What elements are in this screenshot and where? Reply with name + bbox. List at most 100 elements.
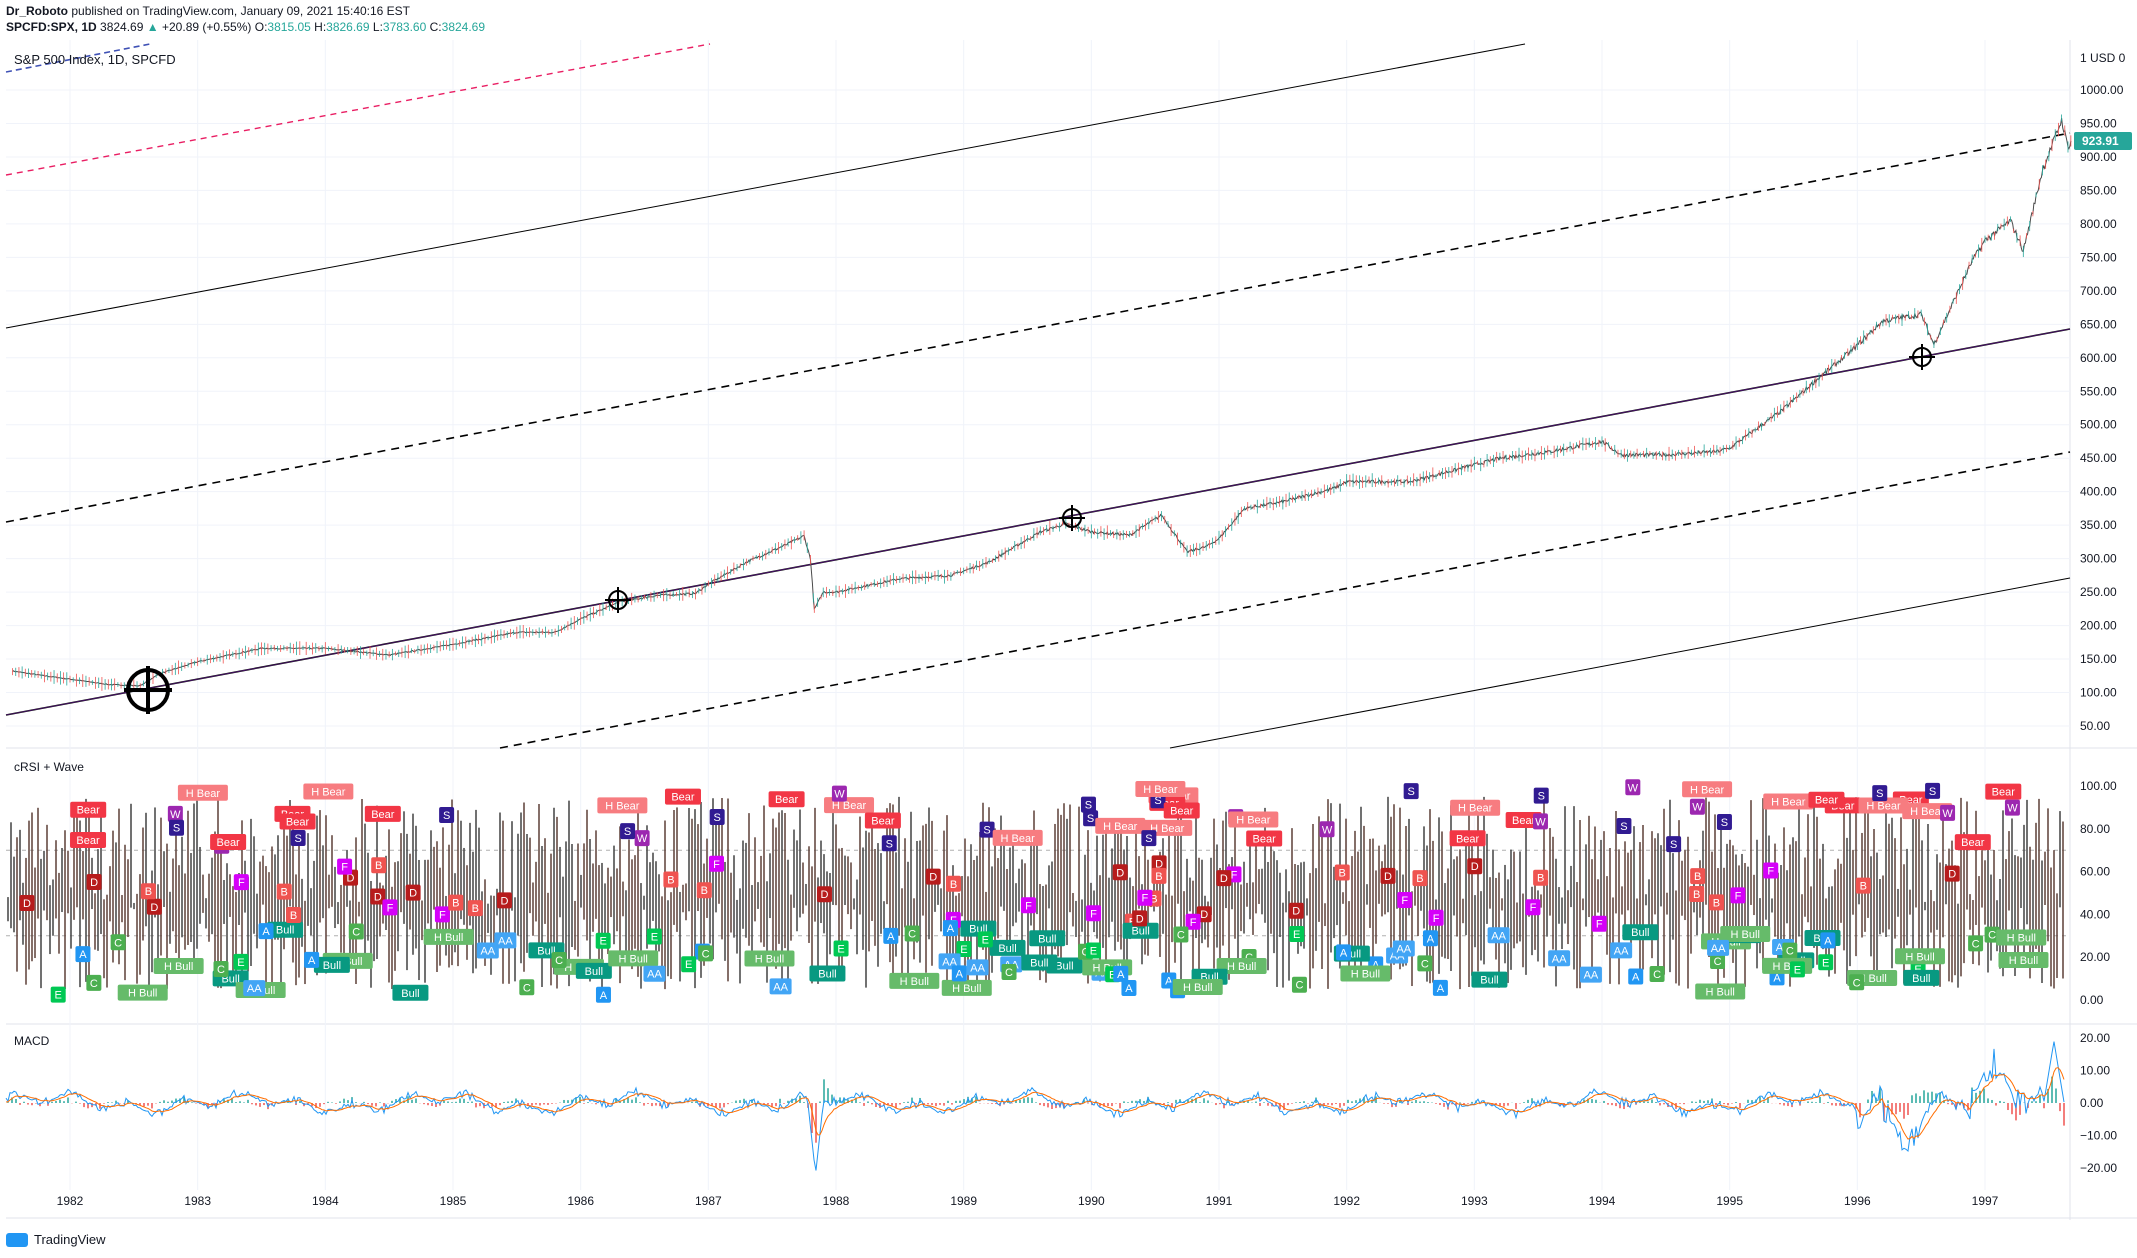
signal-tag-label: Bear bbox=[216, 837, 240, 849]
signal-tag bbox=[595, 932, 611, 949]
signal-tag bbox=[423, 928, 474, 945]
signal-tag-label: Bull bbox=[537, 945, 555, 957]
signal-tag bbox=[1228, 811, 1279, 828]
signal-tag-label: D bbox=[1116, 867, 1124, 879]
signal-tag bbox=[1532, 813, 1548, 830]
signal-tag bbox=[664, 788, 701, 805]
signal-tag bbox=[1137, 889, 1153, 906]
tradingview-brand: TradingView bbox=[34, 1232, 106, 1247]
signal-tag-label: E bbox=[651, 931, 658, 943]
signal-tag-label: Bear bbox=[775, 794, 799, 806]
signal-tag bbox=[1591, 915, 1607, 932]
signal-tag bbox=[1487, 927, 1510, 944]
signal-tag-label: B bbox=[375, 860, 382, 872]
trend-line-lower-dashed[interactable] bbox=[499, 451, 2071, 749]
signal-tag-label: H Bull bbox=[952, 983, 981, 995]
trend-line-outer-lower[interactable] bbox=[1169, 577, 2071, 749]
signal-tag bbox=[303, 783, 354, 800]
signal-tag-label: A bbox=[1437, 983, 1445, 995]
signal-tag-label: E bbox=[1109, 969, 1116, 981]
signal-tag-label: S bbox=[1154, 795, 1161, 807]
signal-tag bbox=[681, 956, 697, 973]
macd-pane-title: MACD bbox=[14, 1034, 50, 1048]
signal-tag-label: B bbox=[472, 903, 479, 915]
signal-tag bbox=[634, 830, 650, 847]
y-tick-label: 1000.00 bbox=[2080, 83, 2124, 97]
signal-tag bbox=[989, 939, 1026, 956]
signal-tag bbox=[1903, 969, 1940, 986]
x-tick-label: 1990 bbox=[1078, 1194, 1105, 1208]
signal-tag-label: A bbox=[79, 949, 87, 961]
signal-tag bbox=[889, 972, 940, 989]
signal-tag bbox=[1763, 793, 1814, 810]
x-tick-label: 1988 bbox=[823, 1194, 850, 1208]
signal-tag bbox=[337, 858, 353, 875]
signal-tag bbox=[1020, 897, 1036, 914]
signal-tag bbox=[1135, 780, 1186, 797]
signal-tag-label: Bull bbox=[323, 960, 341, 972]
signal-tag bbox=[476, 942, 499, 959]
signal-tag-label: D bbox=[1384, 871, 1392, 883]
x-tick-label: 1986 bbox=[567, 1194, 594, 1208]
symbol-label[interactable]: SPCFD:SPX, 1D bbox=[6, 20, 97, 34]
signal-tag bbox=[1789, 961, 1805, 978]
trend-line-upper-dashed[interactable] bbox=[5, 132, 2071, 523]
signal-tag bbox=[1944, 865, 1960, 882]
signal-tag-label: Bull bbox=[276, 925, 294, 937]
x-tick-label: 1996 bbox=[1844, 1194, 1871, 1208]
close-value: 3824.69 bbox=[441, 20, 486, 34]
signal-tag-label: Bear bbox=[1170, 806, 1194, 818]
signal-tag-label: H Bear bbox=[1103, 821, 1138, 833]
x-tick-label: 1995 bbox=[1716, 1194, 1743, 1208]
tradingview-logo[interactable]: TradingView bbox=[6, 1232, 106, 1247]
signal-tag bbox=[1730, 887, 1746, 904]
signal-tag bbox=[276, 883, 292, 900]
signal-tag bbox=[519, 979, 535, 996]
signal-tag bbox=[1894, 948, 1945, 965]
signal-tag-label: H Bear bbox=[1458, 803, 1493, 815]
y-tick-label: −10.00 bbox=[2080, 1129, 2117, 1143]
signal-tag-label: A bbox=[956, 968, 964, 980]
x-tick-label: 1989 bbox=[950, 1194, 977, 1208]
signal-tag-label: H Bull bbox=[128, 988, 157, 1000]
trend-line-blue-dashed[interactable] bbox=[5, 43, 151, 73]
signal-tag-label: E bbox=[237, 957, 244, 969]
signal-tag-label: C bbox=[1714, 956, 1722, 968]
signal-tag-label: AA bbox=[1396, 944, 1411, 956]
signal-tag-label: H Bear bbox=[605, 800, 640, 812]
signal-tag bbox=[709, 808, 725, 825]
y-tick-label: 300.00 bbox=[2080, 552, 2117, 566]
signal-tag-label: D bbox=[150, 902, 158, 914]
publisher-name[interactable]: Dr_Roboto bbox=[6, 4, 68, 18]
y-tick-label: 450.00 bbox=[2080, 451, 2117, 465]
signal-tag-label: A bbox=[1372, 959, 1380, 971]
signal-tag bbox=[1132, 910, 1148, 927]
signal-tag bbox=[1340, 965, 1391, 982]
signal-tag bbox=[1080, 796, 1096, 813]
signal-tag bbox=[392, 984, 429, 1001]
signal-tag-label: D bbox=[409, 888, 417, 900]
signal-tag-label: E bbox=[600, 936, 607, 948]
y-tick-label: 700.00 bbox=[2080, 284, 2117, 298]
signal-tag-label: H Bear bbox=[1143, 784, 1178, 796]
signal-tag-label: A bbox=[1632, 971, 1640, 983]
signal-tag bbox=[290, 830, 306, 847]
y-tick-label: 100.00 bbox=[2080, 779, 2117, 793]
signal-tag-label: B bbox=[1713, 897, 1720, 909]
signal-tag-label: E bbox=[982, 934, 989, 946]
signal-tag-label: H Bull bbox=[2007, 933, 2036, 945]
signal-tag bbox=[1720, 926, 1771, 943]
trend-line-outer-upper[interactable] bbox=[5, 43, 1526, 329]
signal-tag-label: Bull bbox=[1480, 975, 1498, 987]
signal-tag-label: Bear bbox=[371, 809, 395, 821]
signal-tag-label: Bull bbox=[1030, 958, 1048, 970]
signal-tag bbox=[140, 883, 156, 900]
signal-tag-label: H Bull bbox=[2009, 955, 2038, 967]
signal-tag-label: W bbox=[1628, 782, 1639, 794]
trend-line-pink-dashed[interactable] bbox=[5, 43, 711, 176]
signal-tag bbox=[942, 920, 958, 937]
signal-tag bbox=[938, 953, 961, 970]
x-tick-label: 1984 bbox=[312, 1194, 339, 1208]
signal-tag-label: S bbox=[173, 823, 180, 835]
